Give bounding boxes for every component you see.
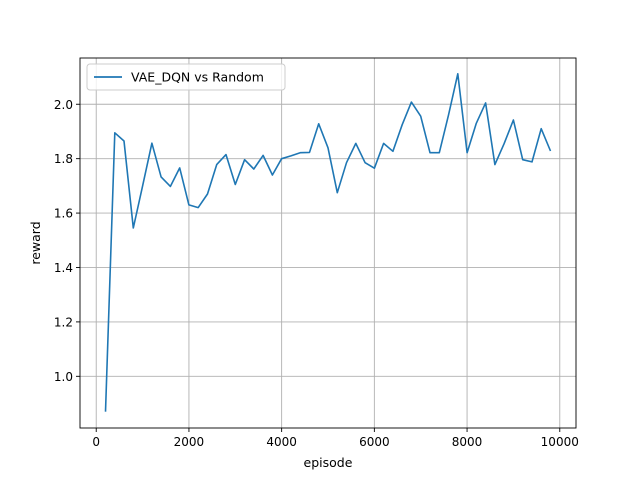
x-axis-label: episode xyxy=(304,455,353,470)
x-tick-label: 4000 xyxy=(266,435,297,449)
series-line xyxy=(104,73,552,412)
x-tick-label: 6000 xyxy=(359,435,390,449)
x-tick-label: 2000 xyxy=(174,435,205,449)
legend: VAE_DQN vs Random xyxy=(86,63,286,91)
x-tick-label: 8000 xyxy=(452,435,483,449)
x-tick-label: 10000 xyxy=(541,435,579,449)
x-tick-label: 0 xyxy=(92,435,100,449)
series-layer xyxy=(104,73,552,412)
y-tick-label: 1.0 xyxy=(54,370,73,384)
legend-box xyxy=(86,63,286,91)
ticks: 0 2000 4000 6000 8000 10000 1.0 1.2 1.4 1.6 1.8 2.0 xyxy=(54,98,579,449)
y-axis-label: reward xyxy=(28,221,43,264)
y-tick-label: 2.0 xyxy=(54,98,73,112)
axes-frame xyxy=(79,57,577,429)
y-tick-label: 1.6 xyxy=(54,207,73,221)
y-tick-label: 1.2 xyxy=(54,315,73,329)
y-tick-label: 1.4 xyxy=(54,261,73,275)
y-tick-label: 1.8 xyxy=(54,152,73,166)
legend-label: VAE_DQN vs Random xyxy=(131,70,264,85)
